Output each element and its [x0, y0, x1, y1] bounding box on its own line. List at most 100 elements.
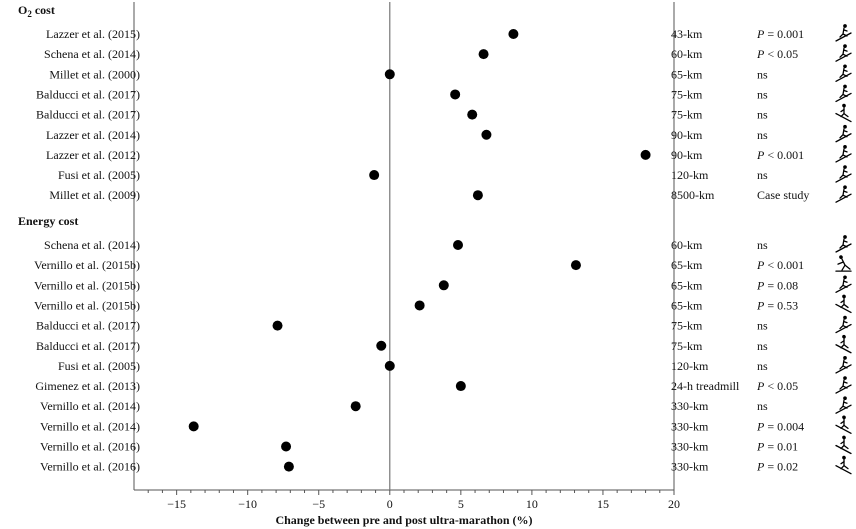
- p-value-label: ns: [757, 399, 768, 413]
- p-value-text: ns: [757, 87, 768, 101]
- study-label: Balducci et al. (2017): [36, 339, 140, 353]
- p-value-text: < 0.001: [764, 258, 804, 272]
- study-label: Vernillo et al. (2016): [40, 440, 140, 454]
- study-label: Schena et al. (2014): [44, 238, 140, 252]
- distance-label: 60-km: [671, 47, 703, 61]
- distance-label: 60-km: [671, 238, 703, 252]
- p-value-text: < 0.05: [764, 379, 798, 393]
- p-value-label: P = 0.001: [756, 27, 804, 41]
- distance-label: 90-km: [671, 128, 703, 142]
- data-point: [369, 170, 380, 181]
- study-label: Lazzer et al. (2014): [46, 128, 140, 142]
- p-value-label: ns: [757, 359, 768, 373]
- runner-uphill-icon: [835, 185, 852, 203]
- p-value-label: P = 0.004: [756, 419, 804, 433]
- runner-uphill-icon: [835, 275, 852, 293]
- p-value-text: = 0.53: [764, 298, 798, 312]
- data-point: [376, 340, 387, 351]
- p-value-label: P < 0.001: [756, 258, 804, 272]
- p-value-text: = 0.02: [764, 460, 798, 474]
- data-point: [570, 260, 581, 271]
- p-value-label: P < 0.05: [756, 47, 798, 61]
- data-point: [450, 89, 461, 100]
- distance-label: 330-km: [671, 460, 709, 474]
- runner-downhill-icon: [835, 435, 852, 455]
- p-value-text: ns: [757, 339, 768, 353]
- distance-label: 43-km: [671, 27, 703, 41]
- data-point: [384, 360, 395, 371]
- p-value-symbol: P: [756, 298, 765, 312]
- x-axis-label: Change between pre and post ultra-marath…: [275, 513, 532, 527]
- study-label: Lazzer et al. (2012): [46, 148, 140, 162]
- p-value-text: ns: [757, 67, 768, 81]
- data-point: [640, 149, 651, 160]
- p-value-symbol: P: [756, 278, 765, 292]
- study-label: Balducci et al. (2017): [36, 319, 140, 333]
- distance-label: 8500-km: [671, 188, 715, 202]
- x-tick-label: 20: [668, 497, 680, 511]
- data-point: [481, 129, 492, 140]
- runner-uphill-icon: [835, 84, 852, 103]
- runner-downhill-icon: [835, 455, 852, 475]
- study-label: Lazzer et al. (2015): [46, 27, 140, 41]
- runner-uphill-icon: [835, 64, 852, 82]
- study-label: Gimenez et al. (2013): [35, 379, 140, 393]
- runner-level-icon: [835, 255, 852, 272]
- p-value-text: ns: [757, 399, 768, 413]
- p-value-symbol: P: [756, 27, 765, 41]
- p-value-label: P < 0.05: [756, 379, 798, 393]
- data-point: [478, 49, 489, 60]
- study-label: Fusi et al. (2005): [58, 168, 140, 182]
- p-value-symbol: P: [756, 258, 765, 272]
- distance-label: 65-km: [671, 258, 703, 272]
- x-tick-label: 10: [526, 497, 538, 511]
- data-point: [438, 280, 449, 291]
- data-point: [350, 401, 361, 412]
- p-value-label: P = 0.08: [756, 278, 798, 292]
- p-value-label: ns: [757, 87, 768, 101]
- distance-label: 90-km: [671, 148, 703, 162]
- study-label: Vernillo et al. (2015b): [34, 278, 140, 292]
- p-value-text: ns: [757, 319, 768, 333]
- p-value-text: ns: [757, 128, 768, 142]
- data-point: [281, 441, 292, 452]
- x-tick-label: 0: [387, 497, 393, 511]
- p-value-text: ns: [757, 108, 768, 122]
- distance-label: 330-km: [671, 399, 709, 413]
- p-value-label: ns: [757, 128, 768, 142]
- study-label: Millet et al. (2009): [49, 188, 140, 202]
- study-label: Vernillo et al. (2014): [40, 399, 140, 413]
- x-tick-label: 15: [597, 497, 609, 511]
- p-value-symbol: P: [756, 379, 765, 393]
- data-point: [508, 29, 519, 39]
- section-title: Energy cost: [18, 214, 78, 228]
- section-title-main: Energy cost: [18, 214, 78, 228]
- section-title-main: O: [18, 3, 27, 17]
- runner-downhill-icon: [835, 334, 852, 354]
- x-tick-label: −10: [238, 497, 257, 511]
- runner-uphill-icon: [835, 145, 852, 163]
- distance-label: 24-h treadmill: [671, 379, 740, 393]
- p-value-symbol: P: [756, 440, 765, 454]
- study-label: Fusi et al. (2005): [58, 359, 140, 373]
- distance-label: 65-km: [671, 278, 703, 292]
- study-label: Vernillo et al. (2015b): [34, 298, 140, 312]
- x-tick-label: −15: [167, 497, 186, 511]
- p-value-text: < 0.001: [764, 148, 804, 162]
- distance-label: 75-km: [671, 108, 703, 122]
- p-value-text: ns: [757, 359, 768, 373]
- p-value-text: ns: [757, 168, 768, 182]
- x-tick-label: −5: [312, 497, 325, 511]
- study-label: Vernillo et al. (2015b): [34, 258, 140, 272]
- study-label: Vernillo et al. (2016): [40, 460, 140, 474]
- p-value-label: ns: [757, 108, 768, 122]
- p-value-label: ns: [757, 168, 768, 182]
- study-label: Vernillo et al. (2014): [40, 419, 140, 433]
- runner-uphill-icon: [835, 165, 852, 183]
- data-point: [272, 320, 283, 331]
- p-value-label: ns: [757, 238, 768, 252]
- p-value-label: ns: [757, 339, 768, 353]
- data-point: [467, 109, 478, 120]
- study-label: Balducci et al. (2017): [36, 108, 140, 122]
